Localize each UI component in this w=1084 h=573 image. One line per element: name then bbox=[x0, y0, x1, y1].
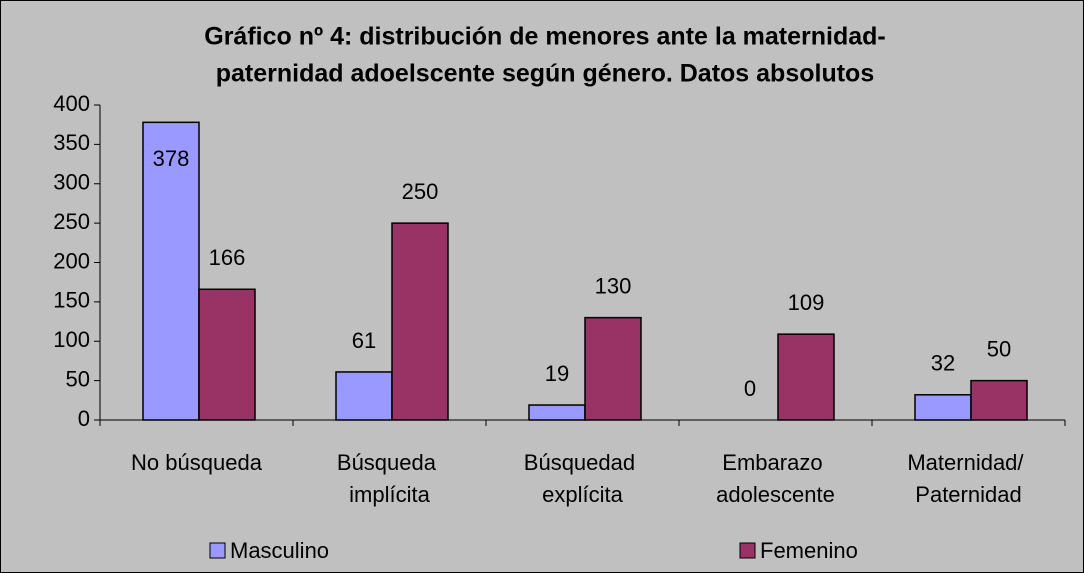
bar bbox=[914, 394, 972, 421]
x-tick-label: No búsqueda bbox=[131, 450, 263, 475]
legend-swatch bbox=[209, 542, 226, 559]
bar bbox=[584, 316, 642, 421]
bar bbox=[970, 379, 1028, 421]
bar bbox=[142, 121, 200, 421]
y-tick-label: 250 bbox=[53, 209, 90, 234]
legend-label: Femenino bbox=[760, 538, 858, 563]
bar bbox=[528, 404, 586, 421]
value-label: 250 bbox=[402, 179, 439, 204]
y-tick-label: 350 bbox=[53, 130, 90, 155]
y-tick-label: 300 bbox=[53, 170, 90, 195]
legend-label: Masculino bbox=[230, 538, 329, 563]
value-label: 130 bbox=[595, 273, 632, 298]
x-tick-label: Embarazo adolescente bbox=[716, 450, 835, 507]
x-tick-label: Maternidad/ Paternidad bbox=[907, 450, 1029, 507]
legend-swatch bbox=[739, 542, 756, 559]
value-label: 61 bbox=[352, 328, 376, 353]
y-tick-label: 0 bbox=[78, 406, 90, 431]
chart-title: Gráfico nº 4: distribución de menores an… bbox=[204, 23, 886, 51]
y-tick-label: 400 bbox=[53, 91, 90, 116]
value-label: 109 bbox=[788, 290, 825, 315]
y-tick-label: 200 bbox=[53, 248, 90, 273]
value-label: 166 bbox=[209, 245, 246, 270]
value-label: 32 bbox=[931, 351, 955, 376]
y-tick-label: 150 bbox=[53, 288, 90, 313]
bar bbox=[777, 333, 835, 421]
y-tick-label: 50 bbox=[66, 366, 90, 391]
value-label: 50 bbox=[987, 336, 1011, 361]
chart-title: paternidad adoelscente según género. Dat… bbox=[216, 60, 874, 88]
bar bbox=[391, 222, 449, 421]
bar bbox=[198, 288, 256, 421]
value-label: 19 bbox=[545, 361, 569, 386]
y-tick-label: 100 bbox=[53, 327, 90, 352]
x-tick-label: Búsquedad explícita bbox=[524, 450, 641, 507]
bar bbox=[335, 371, 393, 421]
x-tick-label: Búsqueda implícita bbox=[337, 450, 442, 507]
value-label: 0 bbox=[744, 376, 756, 401]
value-label: 378 bbox=[153, 146, 190, 171]
